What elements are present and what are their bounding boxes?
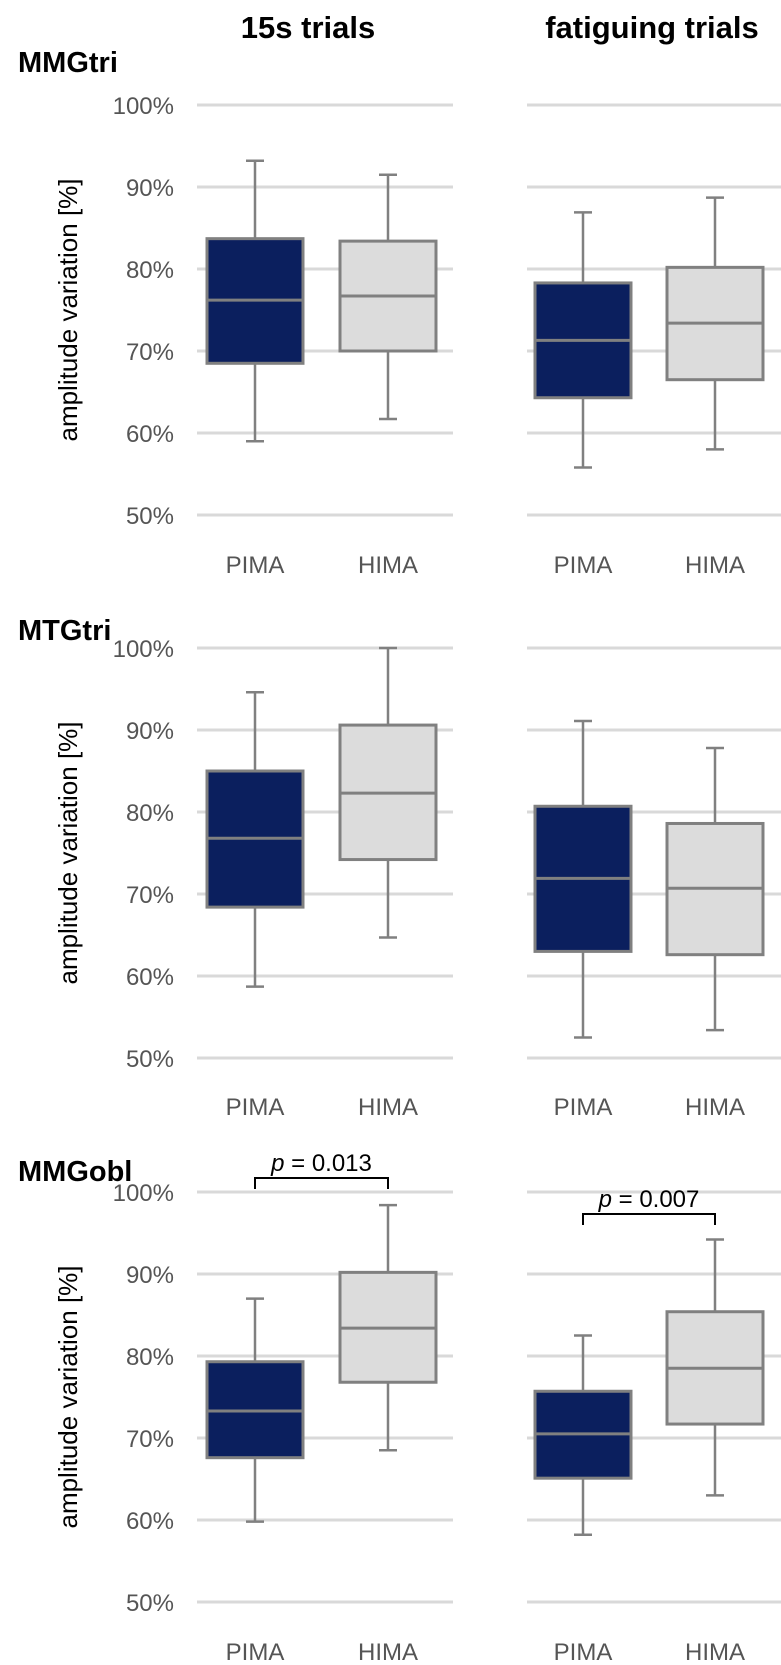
y-tick-label: 50% [126, 1046, 174, 1073]
x-category-label: PIMA [554, 552, 613, 579]
y-tick-label: 100% [113, 93, 174, 120]
y-tick-label: 70% [126, 882, 174, 909]
significance-annotation: p = 0.013 [254, 1150, 389, 1189]
panel-mmgtri-15s: MMGtri 50% 60% 70% 80% 90% 100% amplitude varia… [18, 47, 453, 579]
box-hima [665, 1238, 765, 1497]
panel-mtgtri-fatiguing: PIMA HIMA [527, 646, 781, 1121]
box-hima [665, 196, 765, 451]
p-symbol: p [598, 1186, 612, 1213]
x-category-label: HIMA [358, 1094, 418, 1121]
y-tick-label: 100% [113, 636, 174, 663]
x-category-label: PIMA [226, 1094, 285, 1121]
box-hima [338, 646, 438, 939]
box-pima [205, 691, 305, 988]
x-category-label: PIMA [226, 552, 285, 579]
x-category-label: PIMA [226, 1639, 285, 1665]
box-pima [205, 159, 305, 443]
box-pima [533, 719, 633, 1039]
y-tick-label: 80% [126, 1344, 174, 1371]
x-category-label: PIMA [554, 1094, 613, 1121]
panel-mmgobl-15s: MMGobl 50% 60% 70% 80% 90% 100% amplitude varia… [18, 1150, 453, 1665]
x-category-label: HIMA [358, 1639, 418, 1665]
y-tick-label: 60% [126, 964, 174, 991]
box-pima [533, 1334, 633, 1537]
x-category-label: HIMA [685, 552, 745, 579]
y-tick-label: 70% [126, 1426, 174, 1453]
box-pima [533, 211, 633, 469]
y-tick-label: 100% [113, 1180, 174, 1207]
p-value: = 0.007 [612, 1186, 699, 1213]
p-value: = 0.013 [284, 1150, 371, 1177]
row-title-mtgtri: MTGtri [18, 615, 111, 647]
significance-label: p = 0.013 [270, 1150, 372, 1177]
y-tick-label: 60% [126, 1508, 174, 1535]
box-pima [205, 1297, 305, 1523]
significance-bracket [582, 1213, 716, 1225]
box-hima [338, 173, 438, 421]
panel-mmgtri-fatiguing: PIMA HIMA [527, 103, 781, 579]
row-title-mmgobl: MMGobl [18, 1156, 132, 1188]
significance-annotation: p = 0.007 [582, 1186, 716, 1225]
box-hima [665, 746, 765, 1032]
x-category-label: HIMA [685, 1639, 745, 1665]
y-axis-label: amplitude variation [%] [53, 178, 83, 441]
significance-label: p = 0.007 [598, 1186, 700, 1213]
box-hima [338, 1203, 438, 1452]
panel-mtgtri-15s: MTGtri 50% 60% 70% 80% 90% 100% amplitude varia… [18, 615, 453, 1121]
y-axis-label: amplitude variation [%] [53, 721, 83, 984]
y-tick-label: 80% [126, 800, 174, 827]
panel-mmgobl-fatiguing: PIMA HIMA p = 0.007 [527, 1186, 781, 1665]
p-symbol: p [270, 1150, 284, 1177]
column-title-15s: 15s trials [241, 10, 375, 45]
y-tick-label: 90% [126, 175, 174, 202]
significance-bracket [254, 1177, 389, 1189]
x-category-label: HIMA [358, 552, 418, 579]
y-tick-label: 50% [126, 503, 174, 530]
y-tick-label: 60% [126, 421, 174, 448]
y-tick-label: 80% [126, 257, 174, 284]
x-category-label: HIMA [685, 1094, 745, 1121]
y-axis-label: amplitude variation [%] [53, 1265, 83, 1528]
y-tick-label: 70% [126, 339, 174, 366]
y-tick-label: 90% [126, 718, 174, 745]
y-tick-label: 90% [126, 1262, 174, 1289]
y-tick-label: 50% [126, 1590, 174, 1617]
column-title-fatiguing: fatiguing trials [545, 10, 759, 45]
x-category-label: PIMA [554, 1639, 613, 1665]
row-title-mmgtri: MMGtri [18, 47, 118, 79]
